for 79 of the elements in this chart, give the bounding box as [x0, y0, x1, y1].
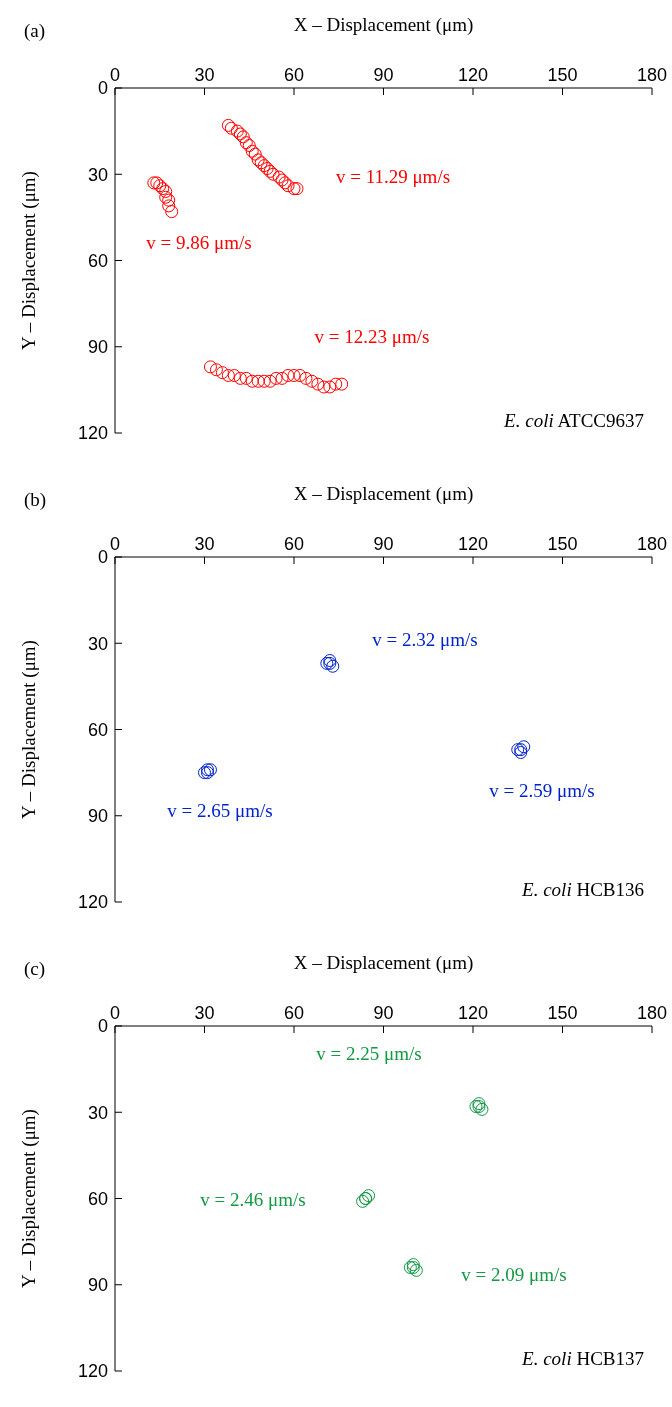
point [275, 371, 289, 385]
point [293, 369, 307, 382]
point [221, 369, 235, 382]
y-tick-label: 0 [97, 1016, 108, 1037]
x-tick-label: 150 [547, 65, 578, 85]
point [281, 369, 295, 382]
x-tick-label: 120 [457, 65, 489, 85]
point [317, 380, 331, 394]
y-axis-title: Y – Displacement (μm) [17, 1109, 40, 1288]
annotation: v = 2.32 μm/s [372, 629, 478, 651]
point [335, 377, 349, 391]
y-tick-label: 30 [87, 164, 108, 185]
x-tick-label: 30 [194, 1003, 215, 1023]
x-tick-label: 30 [194, 534, 215, 554]
x-tick-label: 60 [283, 1003, 305, 1023]
x-axis-title: X – Displacement (μm) [292, 14, 475, 36]
point [209, 363, 223, 377]
point [311, 377, 325, 391]
x-tick-label: 90 [373, 65, 394, 85]
annotation: E. coli ATCC9637 [504, 410, 644, 431]
y-axis-title: Y – Displacement (μm) [17, 640, 40, 819]
x-tick-label: 180 [636, 1003, 668, 1023]
y-tick-label: 90 [87, 1275, 108, 1296]
point [299, 371, 313, 385]
x-tick-label: 120 [457, 534, 489, 554]
x-axis-title: X – Displacement (μm) [292, 952, 475, 974]
y-tick-label: 120 [77, 423, 108, 444]
x-tick-label: 120 [457, 1003, 489, 1023]
y-tick-label: 60 [87, 250, 108, 271]
point [257, 374, 271, 388]
x-tick-label: 180 [636, 65, 668, 85]
point [287, 369, 301, 382]
point [269, 371, 283, 385]
point [245, 374, 259, 388]
x-tick-label: 150 [547, 534, 578, 554]
x-tick-label: 180 [636, 534, 668, 554]
point [215, 366, 229, 380]
annotation: v = 2.59 μm/s [489, 780, 595, 802]
y-tick-label: 30 [87, 633, 108, 654]
point [263, 374, 277, 388]
annotation: v = 2.65 μm/s [167, 800, 273, 822]
x-axis-title: X – Displacement (μm) [292, 483, 475, 505]
annotation: E. coli HCB136 [522, 879, 644, 900]
point [251, 374, 265, 388]
y-tick-label: 60 [87, 719, 108, 740]
annotation: v = 2.25 μm/s [316, 1043, 422, 1065]
annotation: v = 2.46 μm/s [200, 1189, 306, 1211]
chart-title: (a) [24, 20, 46, 42]
x-tick-label: 60 [283, 65, 305, 85]
y-tick-label: 0 [97, 78, 108, 99]
point [203, 360, 217, 374]
x-tick-label: 60 [283, 534, 305, 554]
annotation: v = 9.86 μm/s [146, 232, 252, 254]
x-tick-label: 150 [547, 1003, 578, 1023]
y-tick-label: 120 [77, 892, 108, 913]
point [233, 371, 247, 385]
y-tick-label: 60 [87, 1188, 108, 1209]
annotation: v = 12.23 μm/s [314, 326, 430, 348]
point [162, 199, 176, 213]
annotation: E. coli HCB137 [522, 1348, 644, 1369]
point [305, 374, 319, 388]
y-tick-label: 0 [97, 547, 108, 568]
annotation: v = 2.09 μm/s [461, 1264, 567, 1286]
y-tick-label: 90 [87, 337, 108, 358]
point [323, 380, 337, 394]
y-axis-title: Y – Displacement (μm) [17, 171, 40, 350]
y-tick-label: 30 [87, 1102, 108, 1123]
x-tick-label: 90 [373, 534, 394, 554]
point [227, 369, 241, 382]
x-tick-label: 90 [373, 1003, 394, 1023]
x-tick-label: 30 [194, 65, 215, 85]
y-tick-label: 90 [87, 806, 108, 827]
chart-title: (b) [24, 489, 47, 511]
chart-title: (c) [24, 958, 46, 980]
y-tick-label: 120 [77, 1361, 108, 1382]
point [165, 205, 179, 219]
point [239, 371, 253, 385]
annotation: v = 11.29 μm/s [335, 166, 451, 188]
point [329, 377, 343, 391]
